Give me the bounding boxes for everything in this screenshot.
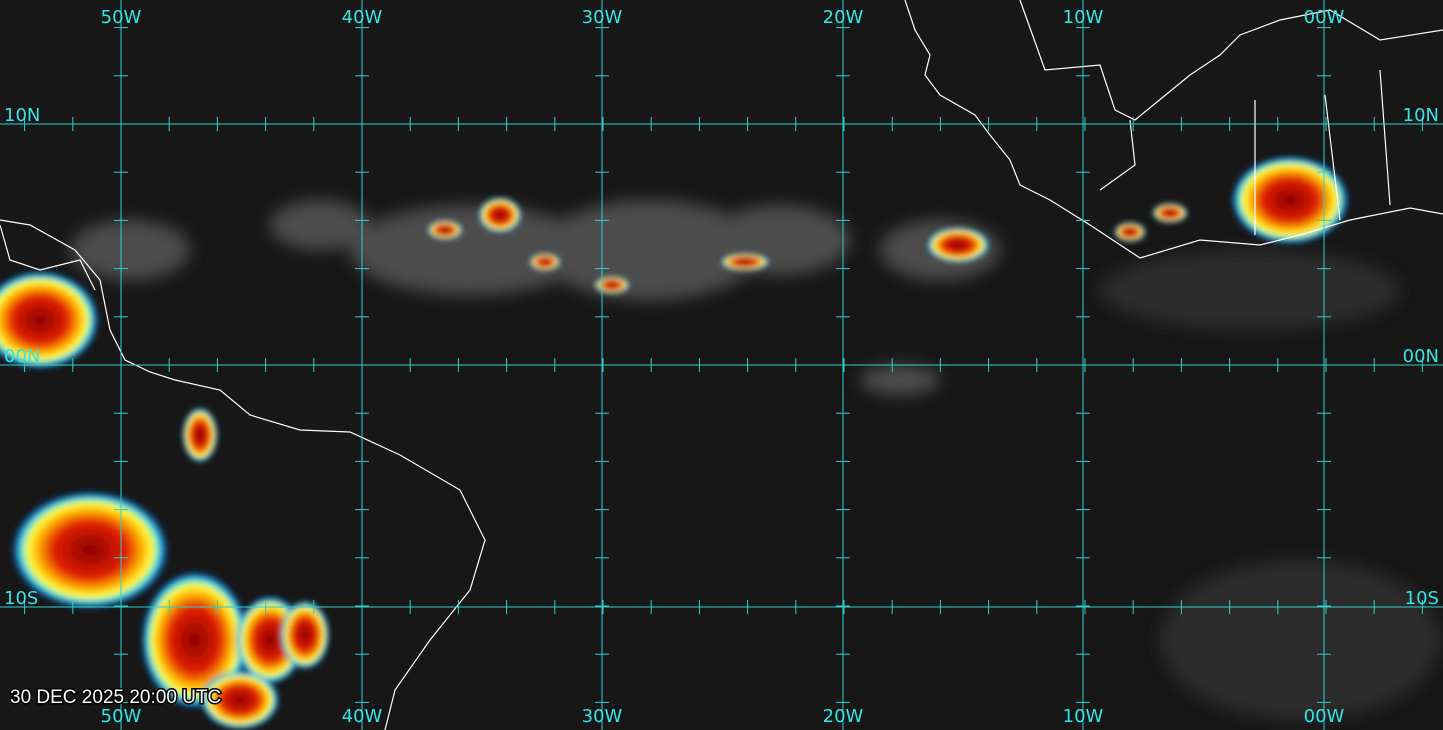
timestamp: 30 DEC 2025 20:00 UTC (10, 687, 221, 708)
longitude-label: 40W (342, 7, 383, 28)
longitude-label: 10W (1063, 7, 1104, 28)
longitude-label: 50W (101, 706, 142, 727)
latitude-label: 10N (1403, 105, 1439, 126)
longitude-label: 00W (1304, 7, 1345, 28)
longitude-label: 30W (582, 706, 623, 727)
longitude-label: 30W (582, 7, 623, 28)
latitude-label: 00N (4, 346, 40, 367)
longitude-label: 50W (101, 7, 142, 28)
latitude-label: 00N (1403, 346, 1439, 367)
longitude-label: 00W (1304, 706, 1345, 727)
longitude-label: 10W (1063, 706, 1104, 727)
latitude-label: 10S (4, 588, 38, 609)
longitude-label: 20W (823, 706, 864, 727)
latitude-label: 10N (4, 105, 40, 126)
convection (0, 155, 1350, 730)
longitude-label: 20W (823, 7, 864, 28)
latitude-label: 10S (1405, 588, 1439, 609)
longitude-label: 40W (342, 706, 383, 727)
